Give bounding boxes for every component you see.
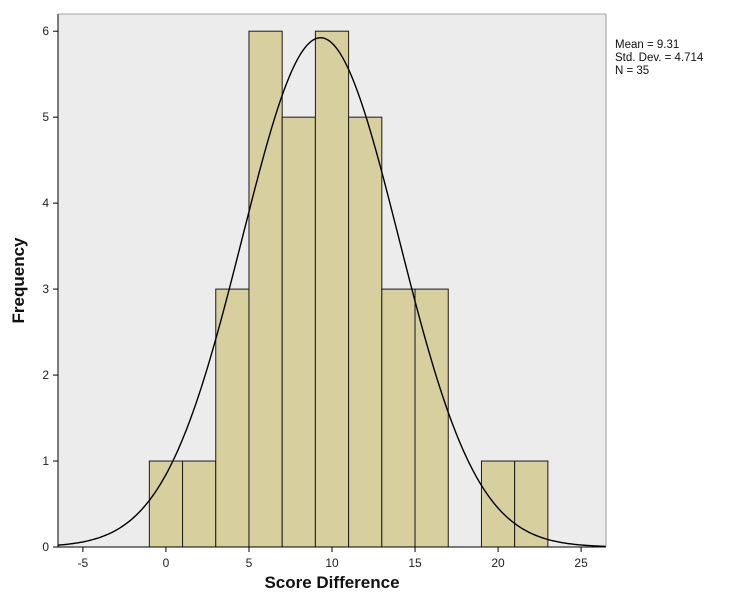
histogram-bar [314, 30, 350, 548]
y-tick-label: 6 [42, 24, 49, 38]
histogram-bar [348, 116, 383, 548]
histogram-bar [215, 288, 250, 548]
histogram-bar [480, 460, 516, 548]
stats-box: Mean = 9.31 Std. Dev. = 4.714 N = 35 [615, 39, 704, 77]
axes-layer [57, 13, 607, 548]
x-tick-label: 25 [574, 556, 588, 570]
normal-curve [57, 37, 607, 548]
y-tick-label: 5 [42, 110, 49, 124]
x-tick-label: 20 [491, 556, 505, 570]
y-tick-label: 0 [42, 540, 49, 554]
bars-layer [148, 30, 549, 548]
y-tick-label: 4 [42, 196, 49, 210]
y-tick-label: 3 [42, 282, 49, 296]
histogram-bar [414, 288, 449, 548]
x-axis-title: Score Difference [264, 573, 399, 592]
x-tick-label: 0 [163, 556, 170, 570]
x-tick-label: 15 [408, 556, 422, 570]
x-tick-label: 5 [246, 556, 253, 570]
x-tick-label: -5 [78, 556, 89, 570]
y-axis-title: Frequency [9, 237, 28, 324]
histogram-bar [381, 288, 416, 548]
histogram-bar [281, 116, 316, 548]
stats-mean: Mean = 9.31 [615, 39, 679, 51]
y-axis-ticks: 0 1 2 3 4 5 6 [42, 24, 58, 554]
stats-n: N = 35 [615, 65, 649, 77]
y-tick-label: 2 [42, 368, 49, 382]
y-tick-label: 1 [42, 454, 49, 468]
x-axis-ticks: -5 0 5 10 15 20 25 [78, 547, 588, 570]
histogram-bar [182, 460, 217, 548]
x-tick-label: 10 [325, 556, 339, 570]
stats-std-dev: Std. Dev. = 4.714 [615, 52, 704, 64]
